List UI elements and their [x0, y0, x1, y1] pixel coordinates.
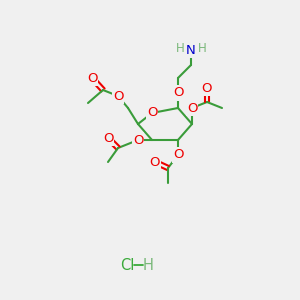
Text: O: O	[173, 148, 183, 161]
Text: O: O	[103, 131, 113, 145]
Text: O: O	[113, 89, 123, 103]
Text: O: O	[202, 82, 212, 94]
Text: Cl: Cl	[120, 257, 134, 272]
Text: O: O	[87, 71, 97, 85]
Text: H: H	[142, 257, 153, 272]
Text: O: O	[173, 86, 183, 100]
Text: N: N	[186, 44, 196, 56]
Text: H: H	[176, 41, 184, 55]
Text: O: O	[147, 106, 157, 119]
Text: O: O	[187, 101, 197, 115]
Text: O: O	[150, 155, 160, 169]
Text: H: H	[198, 41, 206, 55]
Text: O: O	[133, 134, 143, 146]
